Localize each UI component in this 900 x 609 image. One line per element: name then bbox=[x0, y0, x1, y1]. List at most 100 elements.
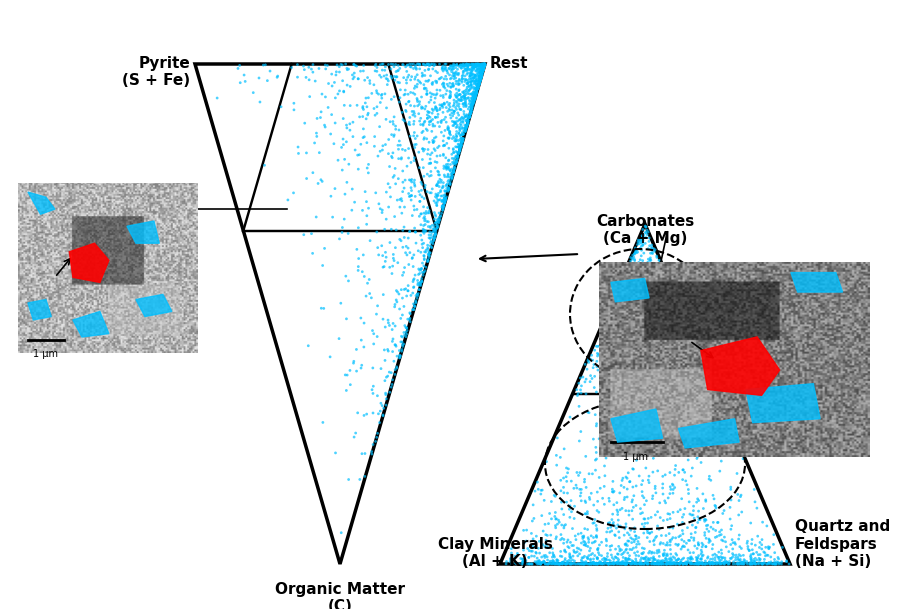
Point bbox=[442, 133, 456, 143]
Point bbox=[449, 84, 464, 94]
Point bbox=[607, 557, 621, 567]
Point bbox=[429, 201, 444, 211]
Point bbox=[692, 558, 706, 568]
Point bbox=[443, 166, 457, 175]
Point bbox=[628, 321, 643, 331]
Point bbox=[467, 83, 482, 93]
Point bbox=[632, 289, 646, 298]
Point bbox=[310, 178, 325, 188]
Point bbox=[472, 77, 487, 86]
Point bbox=[469, 78, 483, 88]
Point bbox=[473, 61, 488, 71]
Point bbox=[640, 526, 654, 535]
Point bbox=[445, 153, 459, 163]
Point bbox=[399, 107, 413, 116]
Point bbox=[323, 129, 338, 139]
Point bbox=[734, 558, 748, 568]
Point bbox=[428, 60, 443, 69]
Point bbox=[453, 135, 467, 144]
Point bbox=[604, 336, 618, 346]
Point bbox=[446, 64, 461, 74]
Point bbox=[691, 515, 706, 524]
Point bbox=[246, 88, 260, 97]
Point bbox=[443, 179, 457, 189]
Point bbox=[669, 533, 683, 543]
Point bbox=[469, 59, 483, 69]
Point bbox=[644, 244, 659, 253]
Point bbox=[589, 443, 603, 452]
Point bbox=[464, 107, 479, 116]
Point bbox=[464, 74, 479, 83]
Point bbox=[637, 559, 652, 569]
Point bbox=[397, 331, 411, 340]
Point bbox=[736, 559, 751, 569]
Point bbox=[652, 559, 666, 569]
Point bbox=[662, 489, 677, 499]
Point bbox=[515, 554, 529, 564]
Point bbox=[390, 72, 404, 82]
Point bbox=[712, 559, 726, 569]
Point bbox=[698, 528, 712, 538]
Point bbox=[263, 66, 277, 76]
Point bbox=[451, 90, 465, 100]
Point bbox=[443, 86, 457, 96]
Point bbox=[590, 559, 605, 569]
Point bbox=[471, 82, 485, 91]
Point bbox=[477, 60, 491, 70]
Point bbox=[590, 342, 604, 351]
Point bbox=[400, 291, 414, 301]
Point bbox=[454, 136, 469, 146]
Point bbox=[653, 538, 668, 547]
Point bbox=[550, 555, 564, 565]
Point bbox=[386, 250, 400, 259]
Point bbox=[464, 83, 479, 93]
Point bbox=[449, 93, 464, 102]
Point bbox=[394, 154, 409, 164]
Point bbox=[661, 557, 675, 567]
Point bbox=[580, 554, 595, 564]
Point bbox=[728, 540, 742, 549]
Point bbox=[395, 332, 410, 342]
Point bbox=[550, 555, 564, 565]
Point bbox=[417, 255, 431, 264]
Point bbox=[648, 442, 662, 452]
Point bbox=[447, 117, 462, 127]
Point bbox=[436, 206, 450, 216]
Point bbox=[352, 254, 366, 264]
Point bbox=[450, 152, 464, 161]
Point bbox=[466, 76, 481, 86]
Point bbox=[762, 558, 777, 568]
Point bbox=[472, 78, 487, 88]
Point bbox=[704, 523, 718, 532]
Point bbox=[461, 93, 475, 102]
Point bbox=[602, 496, 616, 506]
Point bbox=[634, 559, 649, 569]
Point bbox=[458, 112, 473, 122]
Point bbox=[550, 556, 564, 566]
Point bbox=[391, 258, 405, 267]
Point bbox=[563, 554, 578, 563]
Point bbox=[632, 551, 646, 561]
Point bbox=[413, 209, 428, 219]
Point bbox=[598, 499, 612, 509]
Point bbox=[441, 133, 455, 143]
Point bbox=[418, 76, 433, 86]
Point bbox=[666, 308, 680, 318]
Point bbox=[405, 253, 419, 262]
Point bbox=[454, 141, 468, 150]
Point bbox=[656, 551, 670, 560]
Point bbox=[444, 90, 458, 99]
Point bbox=[651, 521, 665, 531]
Point bbox=[466, 76, 481, 85]
Point bbox=[743, 518, 758, 528]
Point bbox=[452, 90, 466, 99]
Point bbox=[472, 65, 487, 74]
Point bbox=[374, 241, 389, 251]
Point bbox=[361, 108, 375, 118]
Point bbox=[465, 69, 480, 79]
Point bbox=[418, 116, 432, 126]
Point bbox=[637, 394, 652, 404]
Point bbox=[678, 362, 692, 371]
Point bbox=[658, 336, 672, 346]
Point bbox=[454, 133, 469, 143]
